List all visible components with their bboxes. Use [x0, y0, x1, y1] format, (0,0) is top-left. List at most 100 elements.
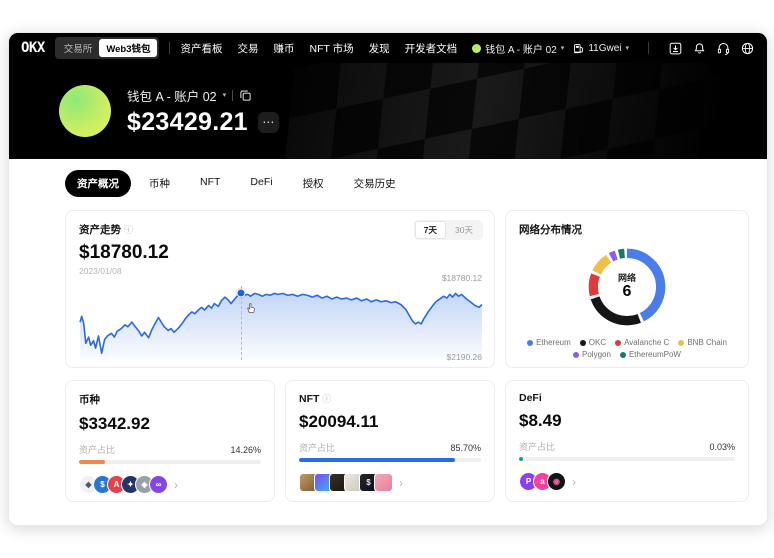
legend-label: Avalanche C [624, 338, 670, 347]
progress-fill [519, 457, 524, 461]
ratio-percent: 14.26% [230, 444, 261, 455]
chevron-right-icon[interactable]: › [399, 475, 403, 490]
hero-info: 钱包 A - 账户 02 ▾ $23429.21 ⋯ [127, 86, 279, 137]
progress-track [299, 458, 481, 462]
app-window: OKX 交易所 Web3钱包 资产看板 交易 赚币 NFT 市场 发现 开发者文档 钱包 A… [8, 32, 768, 526]
ratio-row: 资产占比 85.70% [299, 441, 481, 454]
copy-address-icon[interactable] [239, 89, 252, 102]
okx-logo[interactable]: OKX [21, 40, 45, 56]
cursor-crosshair-line [240, 286, 242, 360]
wallet-balance: $23429.21 [127, 107, 248, 136]
language-globe-icon[interactable] [740, 41, 755, 56]
cards-grid: 资产走势 ⓘ 7天 30天 $18780.12 2023/01/08 $18780… [65, 210, 749, 502]
donut-segment-OKC[interactable] [588, 248, 666, 326]
asset-card-title: DeFi [519, 392, 735, 404]
trend-card-title: 资产走势 [79, 224, 121, 236]
range-option[interactable]: 30天 [455, 225, 473, 235]
asset-card-value: $8.49 [519, 411, 562, 430]
gas-indicator[interactable]: 11Gwei ▾ [573, 43, 629, 54]
legend-dot [619, 351, 626, 358]
tab-授权[interactable]: 授权 [302, 178, 324, 190]
nav-link[interactable]: 资产看板 [180, 42, 223, 55]
donut-center-value: 6 [622, 282, 632, 300]
donut-segment-Avalanche C[interactable] [588, 248, 666, 326]
info-icon[interactable]: ⓘ [322, 394, 332, 404]
tab-交易历史[interactable]: 交易历史 [353, 178, 396, 190]
donut-svg [588, 248, 666, 326]
legend-item-OKC: OKC [579, 338, 607, 347]
tab-NFT[interactable]: NFT [200, 176, 221, 188]
range-option[interactable]: 7天 [414, 221, 447, 239]
tab-DeFi[interactable]: DeFi [250, 176, 273, 188]
chevron-right-icon[interactable]: › [174, 477, 178, 492]
asset-card-title-text: DeFi [519, 392, 542, 404]
asset-card-title-text: 币种 [79, 394, 100, 406]
nav-links: 资产看板 交易 赚币 NFT 市场 发现 开发者文档 [180, 41, 457, 56]
cursor-data-point [236, 288, 246, 298]
asset-card-title-text: NFT [299, 392, 320, 405]
network-distribution-card: 网络分布情况 网络 6 Ethereum OKC Avalanche C BNB Ch… [505, 210, 749, 368]
more-button[interactable]: ⋯ [257, 111, 279, 133]
trend-line-chart [76, 286, 484, 360]
product-toggle-active[interactable]: Web3钱包 [99, 39, 158, 57]
divider [169, 42, 171, 54]
legend-dot [527, 339, 534, 346]
network-card-title: 网络分布情况 [519, 224, 582, 236]
wallet-name[interactable]: 钱包 A - 账户 02 [127, 89, 217, 104]
account-label: 钱包 A - 账户 02 [485, 44, 557, 56]
navbar-right: 钱包 A - 账户 02 ▾ 11Gwei ▾ [472, 41, 755, 56]
ratio-row: 资产占比 0.03% [519, 440, 735, 453]
legend-label: EthereumPoW [628, 350, 681, 359]
top-navbar: OKX 交易所 Web3钱包 资产看板 交易 赚币 NFT 市场 发现 开发者文档 钱包 A… [9, 33, 767, 63]
ratio-label: 资产占比 [299, 443, 336, 453]
nav-link[interactable]: 交易 [237, 42, 259, 55]
tab-币种[interactable]: 币种 [149, 178, 170, 190]
product-toggle-option[interactable]: 交易所 [63, 44, 93, 55]
nav-link[interactable]: 开发者文档 [404, 42, 458, 55]
donut-center-label: 网络 [617, 272, 636, 283]
trend-value: $18780.12 [79, 242, 169, 263]
donut-center: 网络 6 [584, 244, 670, 330]
progress-track [519, 457, 735, 461]
network-legend: Ethereum OKC Avalanche C BNB Chain Polygon Et… [519, 338, 735, 359]
ratio-percent: 0.03% [709, 441, 735, 452]
legend-label: OKC [588, 338, 607, 347]
support-headset-icon[interactable] [716, 41, 731, 56]
divider [232, 89, 234, 101]
download-app-icon[interactable] [668, 41, 683, 56]
polygon-token-icon: ∞ [149, 475, 168, 494]
progress-track [79, 460, 261, 464]
chart-max-label: $18780.12 [441, 273, 482, 283]
nav-link[interactable]: 赚币 [273, 42, 295, 55]
gas-pump-icon [574, 43, 584, 53]
chevron-down-icon[interactable]: ▾ [222, 91, 227, 99]
asset-icons-row: $ › [299, 473, 481, 492]
info-icon[interactable]: ⓘ [124, 225, 134, 235]
asset-card-币种: 币种 $3342.92 资产占比 14.26% ◆ $ A ✦ ◈ ∞ › [65, 380, 275, 502]
legend-item-Polygon: Polygon [573, 350, 611, 359]
nav-link[interactable]: 发现 [368, 42, 390, 55]
trend-date: 2023/01/08 [79, 266, 122, 276]
account-selector[interactable]: 钱包 A - 账户 02 ▾ [472, 41, 564, 56]
chevron-down-icon: ▾ [560, 44, 565, 52]
notifications-bell-icon[interactable] [692, 41, 707, 56]
legend-item-Ethereum: Ethereum [527, 338, 571, 347]
donut-segment-Ethereum[interactable] [588, 248, 666, 326]
divider [648, 42, 649, 54]
network-donut-chart[interactable]: 网络 6 [584, 244, 670, 330]
asset-card-NFT: NFT ⓘ $20094.11 资产占比 85.70% $ › [285, 380, 495, 502]
tab-资产概况[interactable]: 资产概况 [65, 170, 131, 197]
asset-card-title: NFT ⓘ [299, 392, 481, 405]
product-toggle: 交易所 Web3钱包 [54, 37, 160, 59]
nav-link[interactable]: NFT 市场 [309, 42, 354, 55]
defi-protocol-icon: ◉ [547, 472, 566, 491]
chevron-right-icon[interactable]: › [572, 474, 576, 489]
ratio-label: 资产占比 [79, 445, 116, 455]
hero-shade [9, 63, 767, 159]
trend-chart[interactable]: $18780.12 $2190.26 [76, 273, 484, 362]
hand-cursor-icon [247, 303, 255, 314]
wallet-hero: 钱包 A - 账户 02 ▾ $23429.21 ⋯ [9, 63, 767, 159]
legend-item-Avalanche C: Avalanche C [615, 338, 669, 347]
